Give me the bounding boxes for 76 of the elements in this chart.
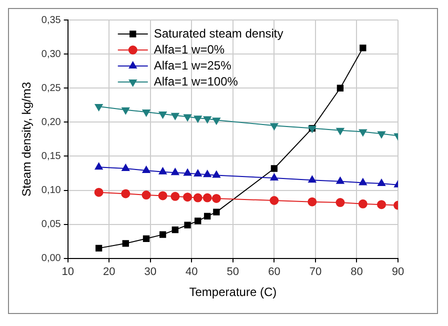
point (142, 109, 150, 116)
x-tick-label: 90 (392, 266, 404, 278)
point (122, 240, 129, 247)
x-tick-label: 20 (103, 266, 116, 278)
point (142, 235, 150, 242)
y-tick-label: 0,30 (41, 48, 62, 60)
point (142, 166, 150, 174)
point (270, 196, 279, 206)
point (158, 112, 167, 118)
y-tick-label: 0,35 (41, 14, 62, 26)
point (170, 192, 180, 201)
point (308, 197, 317, 206)
point (336, 84, 344, 92)
y-axis-title: Steam density, kg/m3 (20, 82, 34, 196)
x-tick-label: 80 (350, 266, 363, 278)
point (308, 176, 316, 183)
point (213, 208, 220, 216)
point (270, 165, 278, 172)
legend-label: Saturated steam density (154, 26, 284, 40)
y-tick-label: 0,05 (41, 219, 62, 230)
point (358, 199, 368, 208)
point (172, 226, 178, 234)
point (122, 164, 130, 171)
point (358, 129, 367, 136)
point (336, 128, 344, 135)
y-tick-label: 0,25 (41, 82, 62, 94)
point (158, 191, 168, 200)
point (270, 123, 278, 130)
point (336, 198, 345, 208)
point (94, 188, 104, 197)
point (183, 192, 192, 202)
point (203, 116, 212, 124)
point (94, 162, 103, 170)
point (212, 194, 221, 203)
point (94, 104, 103, 112)
point (142, 190, 151, 200)
point (184, 168, 192, 176)
y-tick-label: 0,10 (41, 185, 62, 196)
point (212, 118, 220, 125)
x-tick-label: 60 (268, 266, 280, 278)
point (336, 176, 344, 184)
point (194, 169, 202, 176)
point (360, 44, 366, 52)
point (203, 170, 212, 178)
point (121, 189, 130, 198)
point (204, 212, 211, 220)
point (171, 112, 180, 120)
x-tick-label: 30 (144, 266, 157, 278)
point (122, 107, 130, 114)
legend-label: Alfa=1 w=0% (154, 42, 225, 56)
point (184, 114, 192, 122)
legend-label: Alfa=1 w=100% (154, 74, 238, 88)
point (378, 178, 386, 186)
y-tick-label: 0,15 (41, 150, 62, 162)
point (193, 193, 202, 202)
point (212, 170, 220, 178)
x-tick-label: 10 (62, 266, 74, 278)
point (184, 222, 191, 228)
point (194, 218, 202, 224)
x-tick-label: 40 (186, 266, 198, 278)
x-axis-title: Temperature (C) (189, 285, 277, 300)
y-tick-label: 0,00 (41, 253, 62, 264)
x-tick-label: 50 (226, 266, 240, 278)
point (159, 231, 166, 238)
point (202, 193, 212, 202)
point (171, 168, 180, 176)
point (95, 244, 102, 252)
legend-label: Alfa=1 w=25% (154, 58, 232, 72)
point (376, 200, 386, 210)
point (158, 167, 167, 174)
point (358, 178, 367, 186)
y-tick-label: 0,20 (41, 116, 62, 128)
point (378, 131, 386, 138)
point (270, 174, 278, 181)
point (194, 116, 202, 123)
x-tick-label: 70 (309, 266, 322, 278)
